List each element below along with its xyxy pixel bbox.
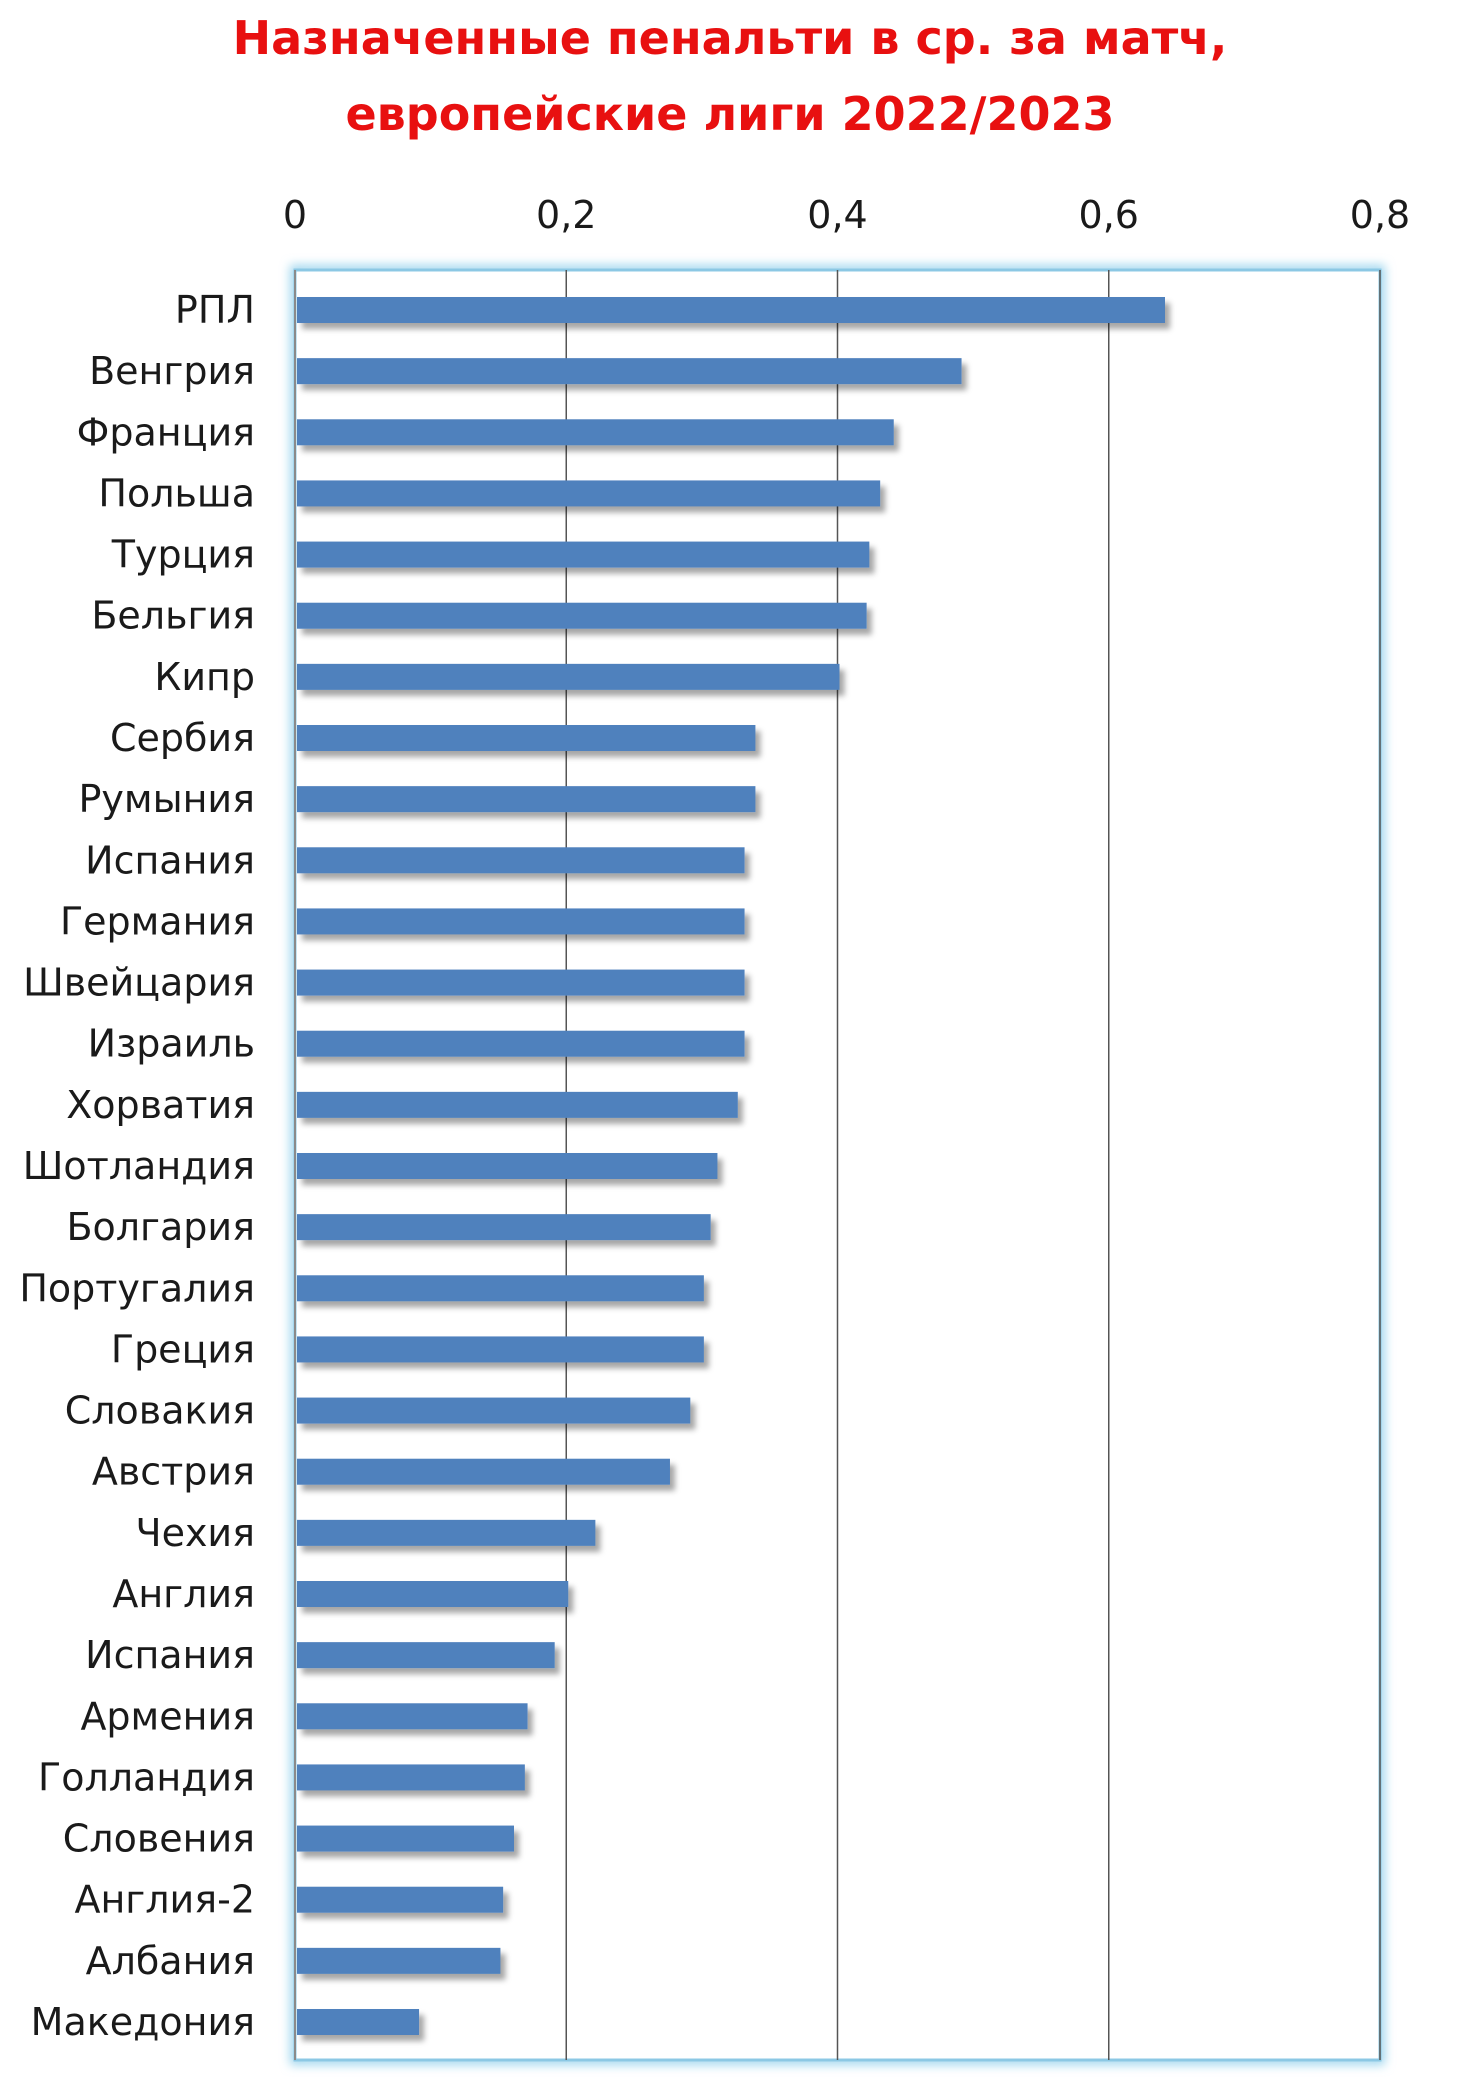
category-label: Венгрия bbox=[89, 349, 255, 393]
bar bbox=[297, 1091, 738, 1118]
category-label: Албания bbox=[86, 1939, 255, 1983]
x-tick-label: 0,2 bbox=[536, 193, 596, 237]
category-label: Греция bbox=[111, 1327, 255, 1371]
bar bbox=[297, 358, 962, 385]
bar bbox=[297, 847, 745, 874]
bar bbox=[297, 1825, 514, 1852]
bar bbox=[297, 297, 1165, 323]
chart-title-line-2: европейские лиги 2022/2023 bbox=[345, 87, 1115, 141]
bar bbox=[297, 1581, 569, 1607]
category-label: Бельгия bbox=[91, 594, 255, 638]
category-label: Болгария bbox=[66, 1205, 255, 1249]
bar bbox=[297, 1642, 555, 1669]
category-label: Австрия bbox=[92, 1450, 255, 1494]
category-label: Испания bbox=[85, 1633, 255, 1677]
bar bbox=[297, 1764, 525, 1791]
x-tick-label: 0,4 bbox=[807, 193, 867, 237]
bar bbox=[297, 908, 745, 935]
category-label: Франция bbox=[77, 410, 255, 454]
category-label: Швейцария bbox=[23, 961, 255, 1005]
bar bbox=[297, 1030, 745, 1057]
bar bbox=[297, 969, 745, 996]
category-label: Словения bbox=[63, 1817, 255, 1861]
category-label: Испания bbox=[85, 838, 255, 882]
bar bbox=[297, 602, 867, 629]
bar bbox=[297, 1886, 504, 1913]
category-label: Сербия bbox=[110, 716, 255, 760]
bar bbox=[297, 1397, 691, 1424]
bar bbox=[297, 1703, 528, 1730]
bar bbox=[297, 2009, 420, 2035]
gridlines bbox=[294, 270, 1381, 2060]
category-label: Польша bbox=[98, 471, 255, 515]
bars bbox=[297, 297, 1165, 2035]
category-labels: РПЛ Венгрия Франция Польша Турция Бельгия Кипр… bbox=[19, 288, 255, 2044]
bar bbox=[297, 541, 870, 568]
bar bbox=[297, 1214, 711, 1241]
category-label: Германия bbox=[60, 899, 255, 943]
category-label: Румыния bbox=[79, 777, 255, 821]
x-tick-label: 0 bbox=[283, 193, 307, 237]
x-axis-ticks: 0 0,2 0,4 0,6 0,8 bbox=[283, 193, 1410, 237]
category-label: Словакия bbox=[65, 1389, 255, 1433]
bar bbox=[297, 1153, 718, 1179]
category-label: Армения bbox=[80, 1694, 255, 1738]
category-label: Македония bbox=[31, 2000, 255, 2044]
bar bbox=[297, 1458, 670, 1485]
category-label: Кипр bbox=[154, 655, 255, 699]
bar bbox=[297, 663, 840, 690]
bar bbox=[297, 1519, 596, 1546]
bar bbox=[297, 1275, 704, 1302]
chart-title-line-1: Назначенные пенальти в ср. за матч, bbox=[232, 11, 1228, 65]
x-tick-label: 0,8 bbox=[1350, 193, 1410, 237]
bar bbox=[297, 1947, 501, 1974]
category-label: Шотландия bbox=[23, 1144, 255, 1188]
category-label: Чехия bbox=[136, 1511, 255, 1555]
category-label: Португалия bbox=[19, 1266, 255, 1310]
bar bbox=[297, 786, 756, 813]
x-tick-label: 0,6 bbox=[1079, 193, 1139, 237]
category-label: Хорватия bbox=[66, 1083, 255, 1127]
category-label: Англия-2 bbox=[74, 1878, 255, 1922]
category-label: РПЛ bbox=[175, 288, 255, 332]
bar bbox=[297, 725, 756, 751]
category-label: Израиль bbox=[88, 1022, 255, 1066]
bar bbox=[297, 419, 894, 446]
category-label: Англия bbox=[112, 1572, 255, 1616]
chart-title: Назначенные пенальти в ср. за матч, евро… bbox=[0, 0, 1460, 152]
category-label: Турция bbox=[111, 533, 255, 577]
bar bbox=[297, 1336, 704, 1363]
category-label: Голландия bbox=[38, 1755, 255, 1799]
bar bbox=[297, 480, 881, 507]
